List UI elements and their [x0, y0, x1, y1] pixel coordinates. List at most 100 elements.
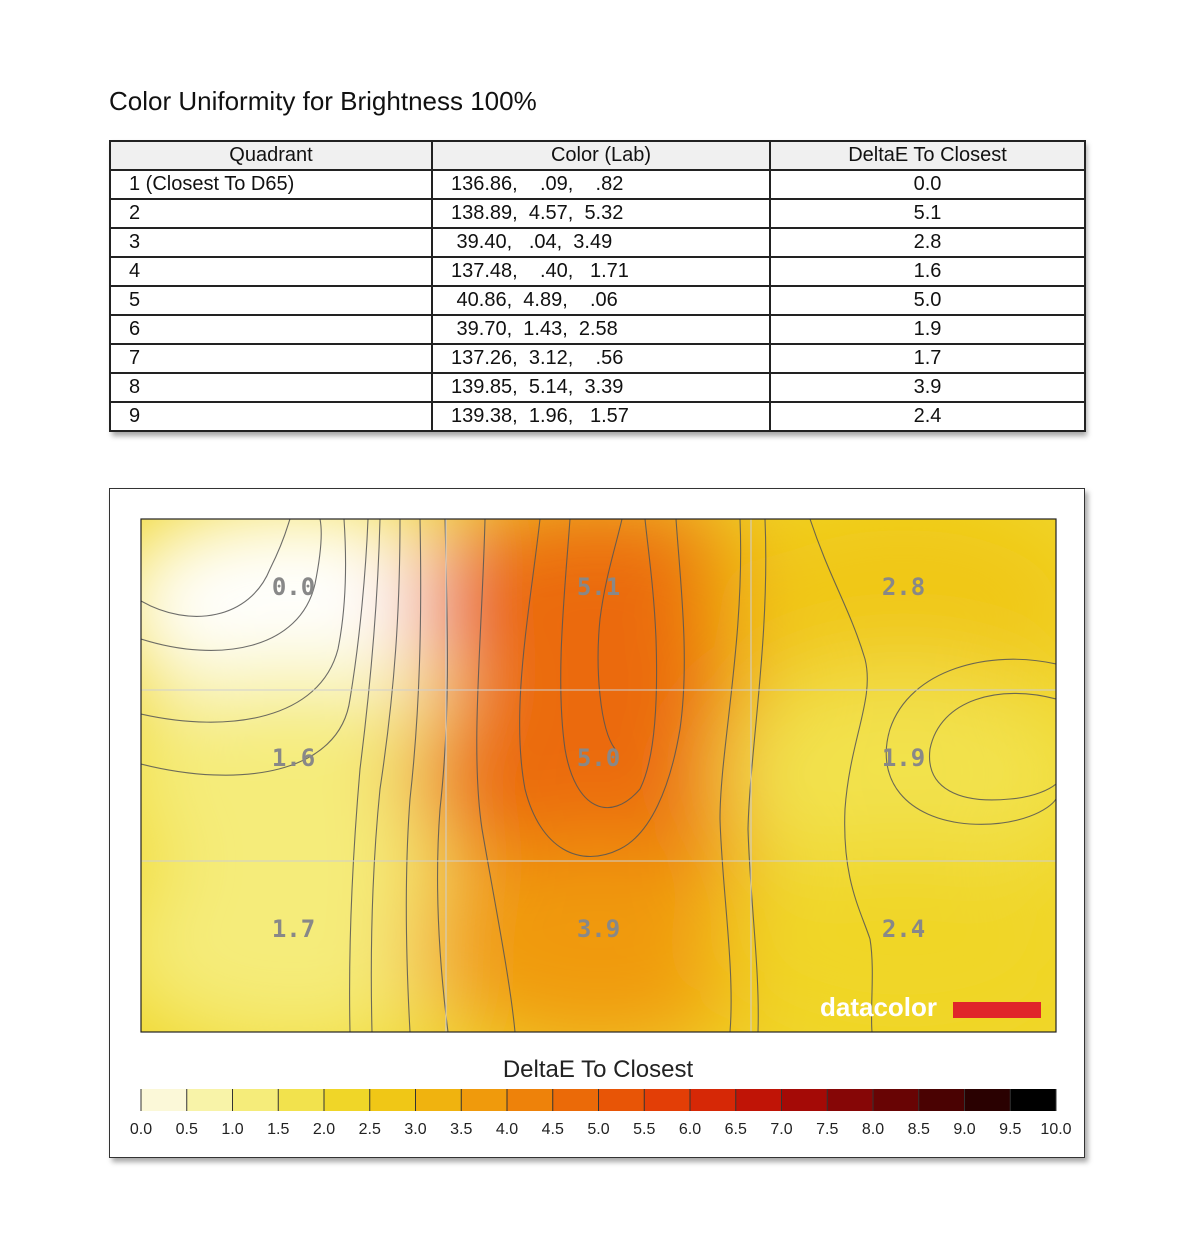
- heatmap-cell: [141, 840, 483, 1032]
- contour-line: [141, 519, 291, 617]
- cell-deltae: 1.9: [769, 314, 1086, 345]
- cell-quadrant: 7: [109, 343, 433, 374]
- datacolor-logo: datacolor: [820, 992, 1041, 1022]
- cell-color-lab: 136.86, .09, .82: [431, 169, 771, 200]
- cell-color-lab: 39.40, .04, 3.49: [431, 227, 771, 258]
- cell-color-lab: 137.48, .40, 1.71: [431, 256, 771, 287]
- quadrant-value-labels: 0.0 5.1 2.8 1.6 5.0 1.9 1.7 3.9 2.4: [272, 573, 925, 943]
- legend-swatch: [141, 1089, 188, 1111]
- legend-swatch: [873, 1089, 920, 1111]
- legend-tick-label: 3.0: [404, 1121, 426, 1138]
- legend-swatch: [1010, 1089, 1057, 1111]
- legend-tick-label: 9.0: [953, 1121, 975, 1138]
- logo-text: datacolor: [820, 992, 937, 1022]
- quadrant-value-label: 5.1: [577, 573, 620, 601]
- legend-swatch: [186, 1089, 233, 1111]
- quadrant-value-label: 3.9: [577, 915, 620, 943]
- cell-color-lab: 139.85, 5.14, 3.39: [431, 372, 771, 403]
- table-row: 4 137.48, .40, 1.71 1.6: [109, 256, 1086, 287]
- table-header-row: Quadrant Color (Lab) DeltaE To Closest: [109, 140, 1086, 171]
- quadrant-value-label: 0.0: [272, 573, 315, 601]
- color-legend: 0.0 0.5 1.0 1.5 2.0 2.5 3.0 3.5 4.0 4.5 5.0 5.5 6.0 6…: [130, 1089, 1072, 1138]
- quadrant-value-label: 1.7: [272, 915, 315, 943]
- heatmap-cell: [714, 840, 1056, 1032]
- table-row: 9 139.38, 1.96, 1.57 2.4: [109, 401, 1086, 432]
- cell-color-lab: 39.70, 1.43, 2.58: [431, 314, 771, 345]
- heatmap-cell: [714, 519, 1056, 711]
- contour-line: [519, 519, 685, 858]
- heatmap-chart-frame: 0.0 5.1 2.8 1.6 5.0 1.9 1.7 3.9 2.4 datacolor De…: [109, 488, 1085, 1158]
- legend-swatch: [598, 1089, 645, 1111]
- quadrant-gridlines: [141, 519, 1056, 1032]
- legend-swatch: [644, 1089, 691, 1111]
- cell-quadrant: 9: [109, 401, 433, 432]
- contour-line: [141, 519, 322, 651]
- legend-tick-label: 10.0: [1040, 1121, 1071, 1138]
- cell-deltae: 2.4: [769, 401, 1086, 432]
- cell-deltae: 3.9: [769, 372, 1086, 403]
- legend-tick-label: 5.5: [633, 1121, 655, 1138]
- legend-swatch: [964, 1089, 1011, 1111]
- legend-swatch: [781, 1089, 828, 1111]
- cell-color-lab: 138.89, 4.57, 5.32: [431, 198, 771, 229]
- quadrant-value-label: 1.6: [272, 744, 315, 772]
- quadrant-value-label: 1.9: [882, 744, 925, 772]
- cell-deltae: 0.0: [769, 169, 1086, 200]
- legend-tick-label: 4.5: [542, 1121, 564, 1138]
- cell-quadrant: 4: [109, 256, 433, 287]
- legend-swatch: [415, 1089, 462, 1111]
- legend-tick-label: 5.0: [587, 1121, 609, 1138]
- legend-tick-label: 1.0: [221, 1121, 243, 1138]
- contour-line: [560, 519, 658, 809]
- table-row: 5 40.86, 4.89, .06 5.0: [109, 285, 1086, 316]
- cell-quadrant: 3: [109, 227, 433, 258]
- heatmap-cell: [409, 840, 788, 1032]
- legend-tick-label: 8.0: [862, 1121, 884, 1138]
- heatmap-cell: [409, 519, 788, 711]
- contour-line: [597, 519, 623, 750]
- contour-line: [885, 658, 1056, 825]
- legend-tick-label: 8.5: [908, 1121, 930, 1138]
- legend-tick-label: 0.0: [130, 1121, 152, 1138]
- legend-swatch: [735, 1089, 782, 1111]
- cell-deltae: 5.1: [769, 198, 1086, 229]
- legend-swatch: [461, 1089, 508, 1111]
- legend-title: DeltaE To Closest: [503, 1056, 694, 1083]
- legend-tick-label: 9.5: [999, 1121, 1021, 1138]
- contour-lines: [141, 519, 1056, 1032]
- contour-line: [809, 519, 873, 1032]
- header-deltae: DeltaE To Closest: [769, 140, 1086, 171]
- heatmap-chart: 0.0 5.1 2.8 1.6 5.0 1.9 1.7 3.9 2.4 datacolor De…: [130, 518, 1072, 1138]
- heatmap-cell: [409, 669, 788, 882]
- cell-quadrant: 5: [109, 285, 433, 316]
- table-row: 7 137.26, 3.12, .56 1.7: [109, 343, 1086, 374]
- contour-line: [719, 519, 742, 1032]
- legend-tick-label: 6.0: [679, 1121, 701, 1138]
- contour-line: [141, 519, 347, 723]
- legend-swatch: [507, 1089, 554, 1111]
- contour-line: [405, 519, 422, 1032]
- cell-quadrant: 6: [109, 314, 433, 345]
- cell-color-lab: 40.86, 4.89, .06: [431, 285, 771, 316]
- legend-tick-label: 2.5: [359, 1121, 381, 1138]
- contour-line: [370, 519, 401, 1032]
- contour-line: [141, 519, 369, 776]
- logo-bar: [953, 1002, 1041, 1018]
- quadrant-value-label: 2.4: [882, 915, 925, 943]
- cell-quadrant: 1 (Closest To D65): [109, 169, 433, 200]
- legend-tick-label: 7.0: [770, 1121, 792, 1138]
- cell-color-lab: 137.26, 3.12, .56: [431, 343, 771, 374]
- table-row: 6 39.70, 1.43, 2.58 1.9: [109, 314, 1086, 345]
- contour-line: [476, 519, 516, 1032]
- quadrant-value-label: 5.0: [577, 744, 620, 772]
- page-title: Color Uniformity for Brightness 100%: [109, 86, 537, 116]
- heatmap-surface: 0.0 5.1 2.8 1.6 5.0 1.9 1.7 3.9 2.4 datacolor: [141, 519, 1056, 1032]
- legend-swatch: [690, 1089, 737, 1111]
- heatmap-cell: [141, 669, 483, 882]
- legend-tick-label: 3.5: [450, 1121, 472, 1138]
- legend-swatch: [369, 1089, 416, 1111]
- cell-color-lab: 139.38, 1.96, 1.57: [431, 401, 771, 432]
- contour-line: [747, 519, 767, 1032]
- heatmap-cell: [714, 669, 1056, 882]
- legend-swatch: [827, 1089, 874, 1111]
